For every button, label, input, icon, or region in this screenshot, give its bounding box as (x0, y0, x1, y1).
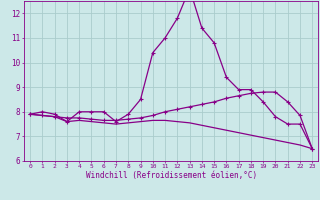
X-axis label: Windchill (Refroidissement éolien,°C): Windchill (Refroidissement éolien,°C) (86, 171, 257, 180)
